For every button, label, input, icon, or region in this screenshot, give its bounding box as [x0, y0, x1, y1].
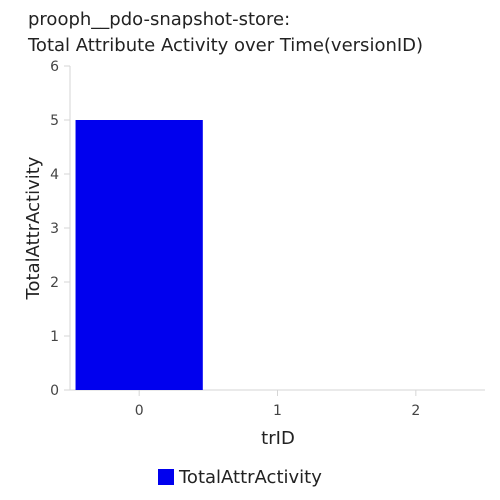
x-tick-label: 0: [135, 403, 144, 419]
y-tick-label: 2: [50, 275, 59, 291]
y-axis-title: TotalAttrActivity: [23, 156, 44, 300]
chart-title-line-1: prooph__pdo-snapshot-store:: [28, 9, 290, 30]
legend-label: TotalAttrActivity: [178, 467, 322, 488]
chart-title-line-2: Total Attribute Activity over Time(versi…: [27, 35, 423, 56]
y-tick-label: 0: [50, 383, 59, 399]
y-tick-label: 5: [50, 113, 59, 129]
y-tick-label: 6: [50, 59, 59, 75]
bar-0: [75, 120, 203, 390]
x-axis-title: trID: [261, 428, 295, 449]
y-tick-label: 3: [50, 221, 59, 237]
y-tick-label: 4: [50, 167, 59, 183]
legend-swatch: [158, 469, 174, 485]
x-tick-label: 2: [411, 403, 420, 419]
plot-area: 0 1 2 3 4 5 6 0 1 2: [50, 59, 485, 419]
x-tick-label: 1: [273, 403, 282, 419]
y-tick-label: 1: [50, 329, 59, 345]
